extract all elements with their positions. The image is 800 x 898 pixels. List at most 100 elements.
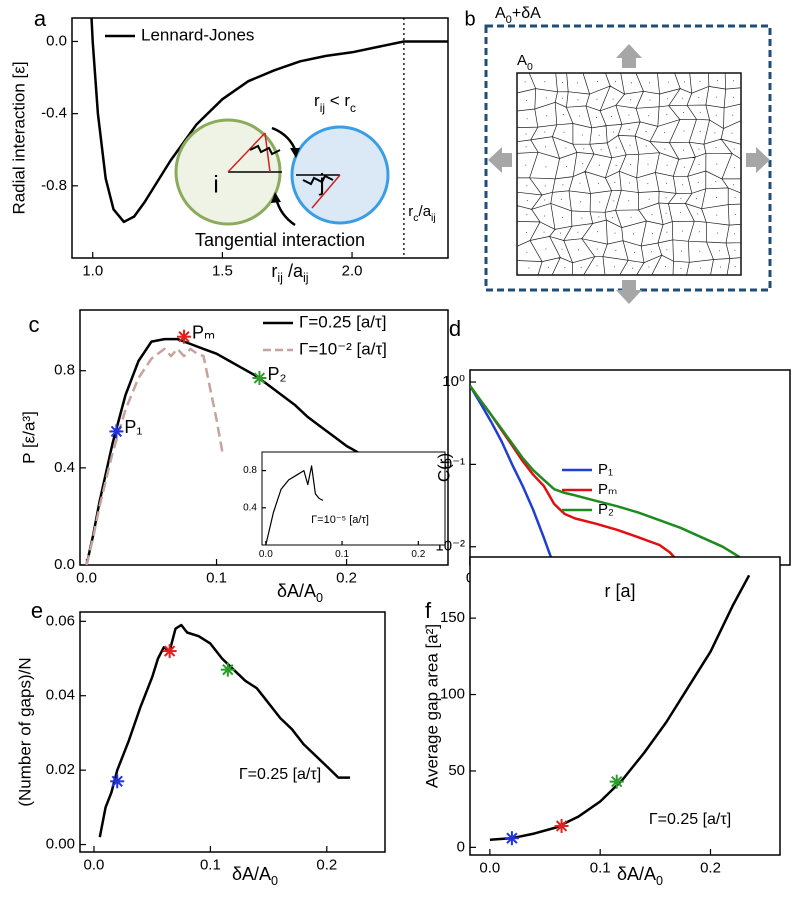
- arrow-left: [488, 147, 512, 173]
- x-axis-label: δA/A0: [232, 864, 278, 889]
- outer-area-label: A0+δA: [495, 5, 541, 26]
- annotation: Γ=10⁻⁵ [a/τ]: [311, 514, 369, 526]
- x-tick-label: 1.5: [212, 263, 233, 280]
- legend-label: Γ=10⁻² [a/τ]: [299, 339, 387, 358]
- inner-area-label: A0: [517, 52, 533, 73]
- star-marker: [162, 644, 177, 659]
- panel: 0.0 0.1 0.2 0 50 100 150: [440, 556, 781, 877]
- annotation: Γ=0.25 [a/τ]: [649, 811, 731, 828]
- annotation: Tangential interaction: [195, 230, 365, 250]
- x-tick-label: 0.0: [259, 549, 273, 560]
- arrow-up: [616, 44, 642, 68]
- annotation: rc/aij: [408, 203, 435, 224]
- marker-label: P₂: [267, 364, 286, 384]
- star-stroke: [611, 775, 623, 788]
- star-marker: [554, 818, 569, 833]
- x-axis-label-part: 0: [656, 874, 663, 888]
- star-stroke: [253, 372, 266, 384]
- x-axis-label-part: ij: [303, 271, 309, 285]
- y-tick-label: 0.0: [46, 32, 67, 49]
- star-marker: [252, 371, 267, 385]
- y-tick-label: 0: [457, 838, 465, 855]
- arrow-right: [746, 147, 770, 173]
- data-line: [265, 465, 324, 545]
- y-tick-label: 0.0: [54, 556, 75, 573]
- x-axis-label-part: δA/A: [232, 864, 271, 884]
- x-tick-label: 0.2: [411, 549, 425, 560]
- y-tick-label: 50: [448, 762, 465, 779]
- x-axis-label-part: δA/A: [277, 581, 316, 601]
- y-axis-label: Radial interaction [ε]: [9, 61, 28, 214]
- data-line: [489, 574, 751, 841]
- y-tick-label: 0.8: [243, 465, 257, 476]
- annotation-part: ij: [320, 101, 325, 115]
- y-tick-label: 0.8: [54, 362, 75, 379]
- legend-label: Lennard-Jones: [141, 25, 254, 44]
- x-tick-label: 0.1: [335, 549, 349, 560]
- star-stroke: [163, 645, 176, 657]
- panel-label: b: [464, 8, 475, 30]
- data-line: [470, 385, 556, 565]
- annotation: j: [318, 169, 324, 196]
- outer-area-label-part: 0: [506, 14, 512, 26]
- spring: [249, 144, 281, 156]
- data-line: [90, 18, 448, 224]
- panel: 0.0 0.1 0.2 0.4 0.8: [243, 451, 446, 560]
- star-marker: [220, 662, 235, 677]
- initial-box: [516, 72, 742, 276]
- cell-mesh: [516, 72, 742, 276]
- y-axis-label: (Number of gaps)/N: [15, 657, 34, 806]
- y-tick-label: 0.06: [46, 612, 75, 629]
- x-axis-label: δA/A0: [617, 864, 663, 889]
- annotation-part: c: [350, 101, 356, 115]
- cell-centers: [524, 79, 736, 269]
- x-tick-label: 0.1: [590, 860, 611, 877]
- y-tick-label: 0.4: [243, 502, 257, 513]
- star-stroke: [222, 664, 234, 676]
- star-marker: [504, 831, 519, 846]
- panel-label: e: [31, 598, 43, 623]
- annotation: Γ=0.25 [a/τ]: [239, 766, 321, 783]
- legend-label: Γ=0.25 [a/τ]: [299, 312, 386, 331]
- y-tick-label: 100: [440, 686, 465, 703]
- y-axis-label: Average gap area [a²]: [422, 624, 441, 788]
- x-axis-label-part: /a: [283, 261, 304, 281]
- arrowhead: [290, 148, 300, 158]
- annotation: i: [213, 171, 218, 198]
- x-axis-label-part: 0: [271, 874, 278, 888]
- star-stroke: [555, 820, 568, 832]
- annotation-part: r: [314, 91, 320, 110]
- y-tick-label: 0.04: [46, 687, 75, 704]
- plot-frame: [469, 556, 781, 856]
- y-tick-label: 0.00: [46, 836, 75, 853]
- plot-frame: [469, 369, 791, 566]
- y-tick-label: -0.8: [41, 177, 67, 194]
- star-marker: [609, 774, 624, 789]
- x-tick-label: 0.0: [84, 857, 105, 874]
- x-axis-label: r [a]: [604, 581, 635, 601]
- star-marker: [177, 329, 192, 344]
- arrow-down: [616, 280, 642, 304]
- y-axis-label: P [ε/a³]: [19, 411, 38, 464]
- x-tick-label: 0.2: [336, 570, 357, 587]
- x-axis-label-part: δA/A: [617, 864, 656, 884]
- star-marker: [110, 774, 125, 789]
- inner-area-label-part: A: [517, 52, 527, 69]
- panel: 0.0 0.1 0.2 0.00 0.02 0.04 0.06: [46, 611, 386, 874]
- interaction-sketch: [174, 118, 390, 227]
- annotation-part: /a: [419, 203, 432, 220]
- annotation-part: ij: [431, 212, 436, 224]
- x-axis-label: δA/A0: [277, 581, 323, 606]
- y-tick-label: 0.4: [54, 459, 75, 476]
- panel-label: a: [34, 6, 47, 31]
- diagram-b: [484, 24, 772, 304]
- x-tick-label: 1.0: [82, 263, 103, 280]
- inner-area-label-part: 0: [527, 61, 533, 73]
- outer-area-label-part: +δA: [512, 5, 541, 22]
- y-tick-label: 0.02: [46, 761, 75, 778]
- x-tick-label: 0.0: [76, 570, 97, 587]
